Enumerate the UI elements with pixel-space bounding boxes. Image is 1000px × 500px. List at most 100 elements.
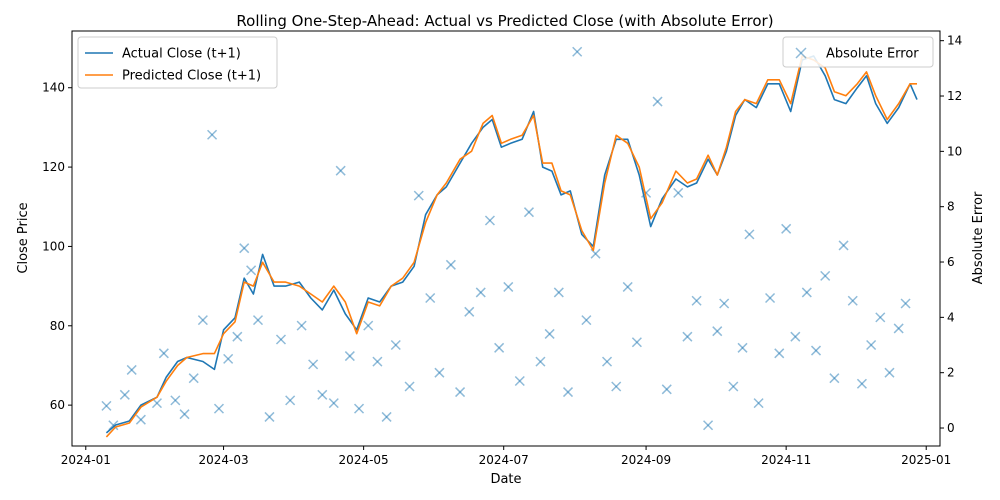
y-right-tick-label-6: 12 xyxy=(947,89,962,103)
error-point-2 xyxy=(119,389,130,400)
error-point-55 xyxy=(631,337,642,348)
error-point-stroke-b xyxy=(820,270,831,281)
error-point-stroke-b xyxy=(893,323,904,334)
error-point-24 xyxy=(328,398,339,409)
error-point-74 xyxy=(810,345,822,356)
error-point-18 xyxy=(264,411,275,422)
error-point-stroke-b xyxy=(475,287,486,298)
error-point-36 xyxy=(445,259,456,270)
error-point-stroke-b xyxy=(611,381,622,392)
error-point-stroke-b xyxy=(875,312,886,323)
error-point-stroke-b xyxy=(544,328,555,339)
error-point-stroke-b xyxy=(354,403,365,414)
x-tick-label-4: 2024-09 xyxy=(621,453,671,467)
error-point-stroke-b xyxy=(464,306,475,317)
error-point-49 xyxy=(572,46,583,57)
error-point-stroke-b xyxy=(296,320,307,331)
y-right-tick-label-2: 4 xyxy=(947,310,955,324)
error-point-72 xyxy=(790,331,801,342)
error-point-stroke-b xyxy=(581,315,592,326)
error-point-stroke-b xyxy=(170,395,181,406)
error-point-stroke-b xyxy=(503,281,514,292)
x-tick-label-0: 2024-01 xyxy=(61,453,111,467)
error-point-12 xyxy=(213,403,224,414)
error-point-stroke-b xyxy=(774,348,785,359)
error-point-stroke-b xyxy=(829,373,840,384)
error-point-76 xyxy=(829,373,840,384)
error-point-60 xyxy=(682,331,693,342)
error-point-stroke-b xyxy=(673,187,684,198)
error-point-61 xyxy=(691,295,702,306)
x-axis-label: Date xyxy=(490,472,521,487)
error-point-stroke-b xyxy=(572,46,583,57)
error-point-45 xyxy=(535,356,546,367)
error-point-16 xyxy=(246,265,257,276)
error-point-11 xyxy=(207,129,218,140)
error-point-stroke-b xyxy=(413,190,424,201)
error-point-stroke-b xyxy=(344,351,355,362)
error-point-stroke-b xyxy=(381,411,392,422)
error-point-46 xyxy=(544,328,555,339)
error-point-80 xyxy=(866,339,877,351)
y-tick-label-1: 80 xyxy=(50,319,65,333)
legend-predicted-label: Predicted Close (t+1) xyxy=(122,69,261,84)
error-point-19 xyxy=(275,334,286,345)
error-point-44 xyxy=(523,207,534,218)
error-point-77 xyxy=(838,240,849,251)
error-point-stroke-b xyxy=(838,240,849,251)
error-point-27 xyxy=(354,403,365,414)
error-point-stroke-b xyxy=(135,414,146,425)
legend-right: Absolute Error xyxy=(782,36,934,68)
error-point-stroke-b xyxy=(622,281,633,292)
error-point-75 xyxy=(820,270,831,281)
y-right-tick-label-4: 8 xyxy=(947,200,955,214)
error-point-13 xyxy=(223,353,234,364)
y-right-tick-label-5: 10 xyxy=(947,144,962,158)
error-point-stroke-b xyxy=(455,387,466,398)
error-point-7 xyxy=(170,395,181,406)
y-axis-right-label: Absolute Error xyxy=(971,191,986,284)
error-point-5 xyxy=(151,398,162,409)
y-right-tick-label-7: 14 xyxy=(947,34,962,48)
legend-left: Actual Close (t+1) Predicted Close (t+1) xyxy=(77,36,278,89)
error-point-62 xyxy=(703,420,714,431)
error-point-41 xyxy=(494,342,505,353)
error-point-stroke-b xyxy=(553,287,564,298)
error-point-stroke-b xyxy=(765,292,776,304)
error-point-stroke-b xyxy=(866,339,877,351)
error-point-10 xyxy=(197,315,208,326)
error-point-29 xyxy=(372,356,383,367)
error-point-stroke-b xyxy=(239,243,250,254)
error-point-stroke-b xyxy=(744,229,755,240)
error-point-stroke-b xyxy=(101,400,112,411)
error-point-71 xyxy=(781,223,792,234)
x-tick-label-6: 2025-01 xyxy=(901,453,951,467)
error-point-stroke-b xyxy=(390,339,401,351)
error-point-50 xyxy=(581,315,592,326)
error-point-stroke-b xyxy=(602,356,613,367)
error-point-stroke-b xyxy=(232,331,243,342)
error-point-73 xyxy=(801,287,812,298)
error-point-51 xyxy=(590,248,601,259)
error-point-stroke-b xyxy=(856,378,867,389)
error-point-stroke-b xyxy=(445,259,456,270)
error-point-stroke-b xyxy=(682,331,693,342)
error-point-82 xyxy=(884,367,895,378)
x-tick-label-3: 2024-07 xyxy=(479,453,529,467)
error-point-20 xyxy=(285,395,296,406)
error-point-stroke-b xyxy=(119,389,130,400)
legend-error-label: Absolute Error xyxy=(826,47,919,62)
error-point-stroke-b xyxy=(372,356,383,367)
error-point-47 xyxy=(553,287,564,298)
legend-actual-label: Actual Close (t+1) xyxy=(122,47,241,62)
error-point-23 xyxy=(317,389,328,400)
error-point-stroke-b xyxy=(737,342,748,353)
error-point-66 xyxy=(737,342,748,353)
error-point-stroke-b xyxy=(328,398,339,409)
error-point-stroke-b xyxy=(252,315,264,326)
error-point-21 xyxy=(296,320,307,331)
error-point-stroke-b xyxy=(223,353,234,364)
error-point-31 xyxy=(390,339,401,351)
error-point-stroke-b xyxy=(285,395,296,406)
y-tick-label-3: 120 xyxy=(42,160,65,174)
